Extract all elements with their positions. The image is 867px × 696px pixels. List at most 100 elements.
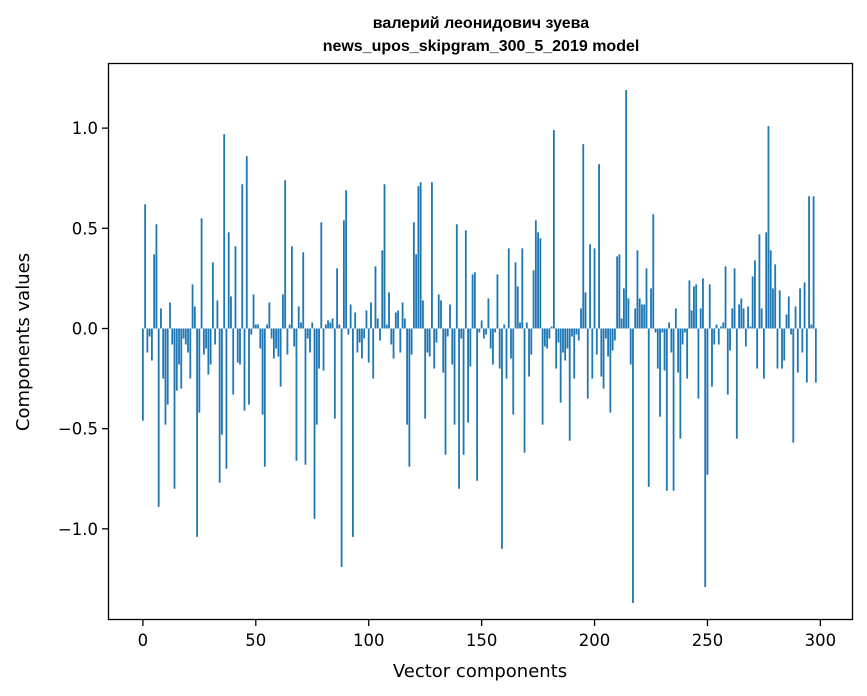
bar-89 [342, 220, 345, 329]
bar-58 [272, 328, 275, 359]
y-tick-label: 1.0 [72, 119, 98, 138]
bar-114 [399, 328, 402, 353]
bar-124 [422, 300, 424, 329]
bar-155 [492, 328, 494, 365]
bar-134 [444, 328, 447, 455]
y-axis-ticks: −1.0 −0.5 0.0 0.5 1.0 [58, 119, 109, 539]
bar-254 [715, 324, 718, 329]
bar-11 [166, 328, 169, 405]
bar-108 [385, 324, 388, 329]
bar-213 [623, 288, 625, 329]
bar-83 [329, 322, 332, 329]
bar-111 [392, 328, 395, 359]
x-tick-label: 250 [692, 631, 724, 650]
bar-45 [243, 328, 246, 411]
bar-99 [365, 310, 368, 329]
bar-243 [690, 310, 693, 329]
bar-189 [568, 328, 571, 441]
y-axis-label: Components values [13, 253, 34, 431]
bar-79 [320, 222, 323, 329]
bar-265 [740, 298, 743, 329]
bar-183 [555, 328, 558, 369]
bar-152 [485, 328, 488, 335]
bar-65 [288, 324, 291, 329]
bar-229 [659, 328, 661, 417]
bar-52 [259, 328, 262, 349]
bar-246 [697, 328, 700, 399]
bar-40 [232, 328, 235, 395]
bar-200 [593, 248, 596, 329]
bar-125 [424, 328, 427, 419]
bar-179 [546, 328, 549, 349]
bar-177 [541, 328, 544, 425]
bar-122 [417, 186, 420, 329]
bar-148 [476, 328, 479, 481]
x-tick-label: 200 [579, 631, 611, 650]
bar-77 [315, 328, 318, 425]
bar-36 [223, 134, 226, 329]
bar-276 [765, 232, 768, 329]
bar-116 [403, 318, 406, 329]
bar-274 [760, 308, 763, 329]
bar-193 [577, 328, 580, 341]
bar-142 [462, 328, 465, 455]
bar-192 [575, 328, 578, 335]
x-tick-label: 100 [353, 631, 385, 650]
bar-105 [379, 328, 381, 341]
bar-182 [552, 130, 555, 329]
bar-186 [562, 328, 564, 353]
bar-187 [564, 328, 567, 361]
bar-24 [196, 328, 198, 537]
bar-272 [756, 328, 759, 369]
bar-230 [661, 328, 664, 333]
bar-219 [636, 250, 639, 329]
bar-222 [643, 304, 646, 329]
bar-275 [763, 328, 765, 379]
bar-263 [735, 328, 738, 439]
bar-48 [250, 328, 253, 335]
bar-259 [726, 328, 729, 395]
bar-29 [207, 328, 210, 375]
bar-241 [686, 328, 689, 379]
bar-5 [153, 254, 156, 329]
bar-277 [767, 126, 770, 329]
bar-146 [471, 274, 474, 329]
bar-194 [580, 308, 582, 329]
bar-286 [787, 296, 790, 329]
bar-75 [311, 322, 314, 329]
bar-145 [469, 328, 472, 367]
bar-121 [415, 254, 418, 329]
bar-97 [361, 328, 363, 359]
bar-258 [724, 266, 727, 329]
bar-54 [263, 328, 266, 467]
bar-57 [270, 328, 273, 339]
bar-126 [426, 328, 429, 353]
bar-7 [157, 328, 160, 507]
bar-10 [164, 328, 167, 425]
bar-67 [293, 328, 296, 347]
bar-123 [419, 182, 422, 329]
bar-69 [297, 306, 300, 329]
bar-98 [363, 328, 366, 339]
bar-284 [783, 328, 786, 361]
bar-13 [171, 328, 174, 345]
bar-80 [322, 328, 325, 371]
bar-115 [401, 302, 404, 329]
bar-68 [295, 328, 298, 461]
bar-56 [268, 302, 271, 329]
bar-138 [453, 328, 456, 425]
bar-130 [435, 328, 438, 343]
bar-264 [738, 304, 740, 329]
bar-82 [327, 320, 329, 329]
bar-129 [433, 328, 436, 369]
bar-73 [306, 328, 309, 339]
bar-225 [650, 288, 652, 329]
bar-1 [144, 204, 147, 329]
bar-262 [733, 268, 736, 329]
bar-139 [455, 224, 458, 329]
y-tick-label: 0.0 [72, 319, 98, 338]
bar-221 [641, 304, 643, 329]
bar-161 [505, 328, 508, 379]
bar-196 [584, 292, 587, 329]
bar-176 [539, 238, 542, 329]
